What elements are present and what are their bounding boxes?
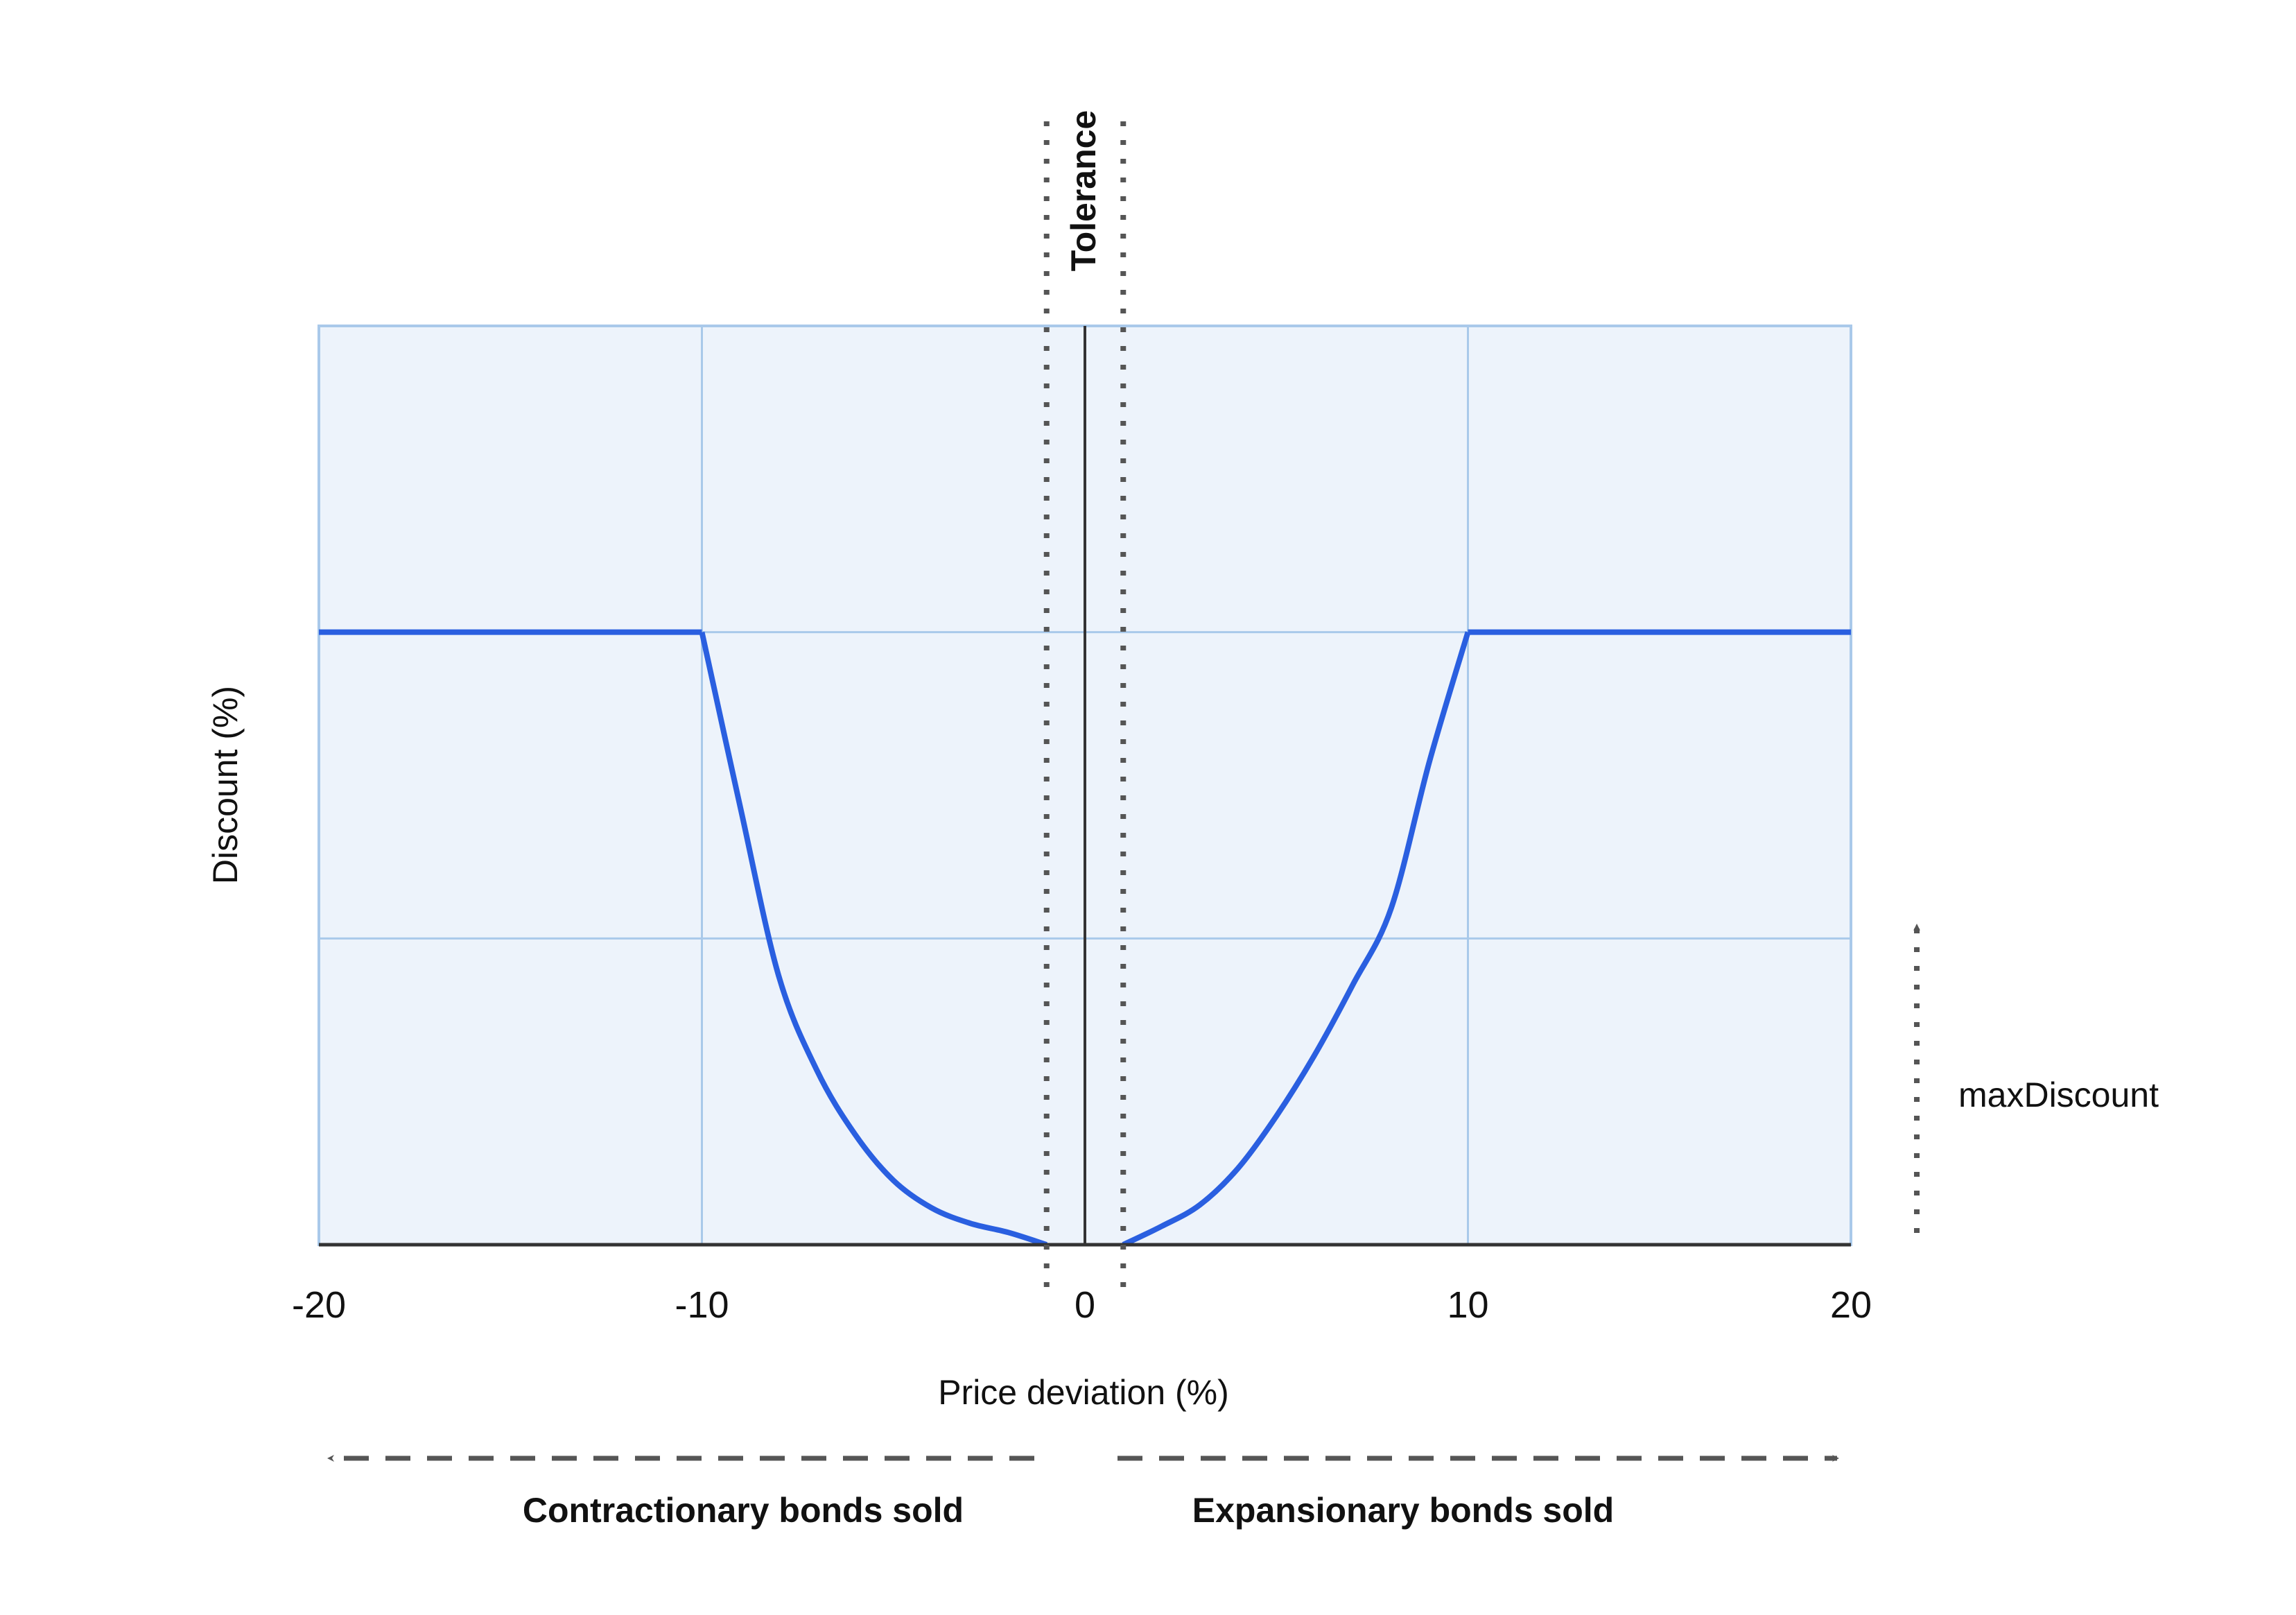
series-line-segment — [1122, 631, 1471, 1247]
x-tick-label: -20 — [292, 1284, 346, 1326]
x-tick-label: 20 — [1830, 1284, 1872, 1326]
axes — [319, 326, 1851, 1247]
series-line-segment — [699, 631, 1047, 1247]
x-tick-labels: -20 -10 0 10 20 — [292, 1284, 1872, 1326]
max-discount-label: maxDiscount — [1958, 1076, 2159, 1114]
contractionary-label: Contractionary bonds sold — [523, 1491, 964, 1530]
x-tick-label: 0 — [1075, 1284, 1095, 1326]
x-axis-label: Price deviation (%) — [938, 1373, 1229, 1412]
discount-curve — [319, 629, 1851, 1247]
tolerance-label: Tolerance — [1064, 110, 1103, 272]
y-axis-label: Discount (%) — [206, 686, 245, 884]
x-tick-label: 10 — [1447, 1284, 1488, 1326]
x-tick-label: -10 — [675, 1284, 729, 1326]
expansionary-label: Expansionary bonds sold — [1192, 1491, 1614, 1530]
